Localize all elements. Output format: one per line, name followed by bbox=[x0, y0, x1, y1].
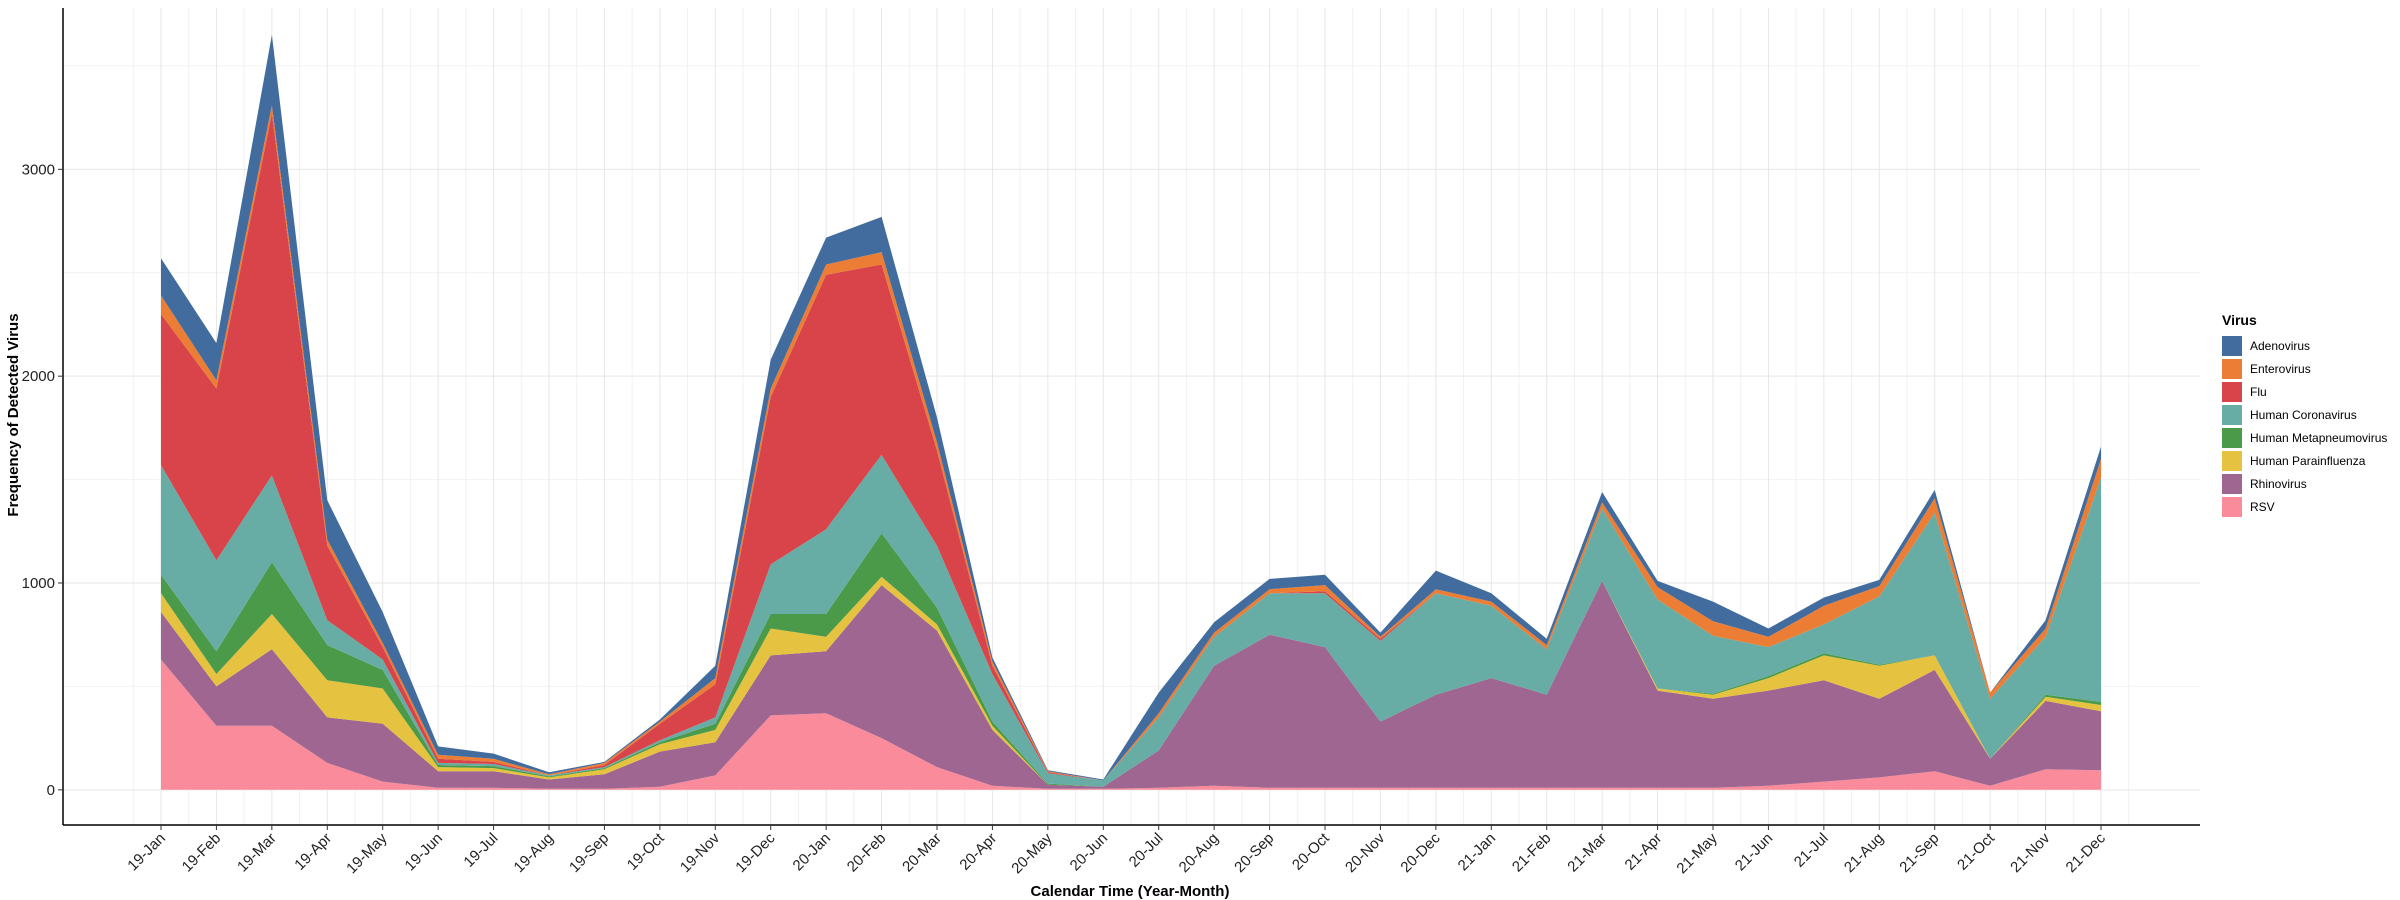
legend-swatch-enterovirus bbox=[2222, 359, 2242, 379]
x-tick-label: 19-Apr bbox=[291, 830, 335, 874]
x-tick-label: 19-Jan bbox=[124, 830, 168, 874]
x-tick-label: 21-Feb bbox=[1509, 830, 1555, 876]
area-human-coronavirus bbox=[161, 454, 2101, 787]
legend-label-human-metapneumovirus: Human Metapneumovirus bbox=[2250, 431, 2387, 445]
x-tick-label: 20-Aug bbox=[1176, 830, 1222, 876]
area-series bbox=[161, 34, 2101, 790]
x-tick-label: 21-Mar bbox=[1564, 830, 1610, 876]
y-tick-label: 2000 bbox=[22, 368, 55, 385]
x-tick-label: 21-May bbox=[1673, 829, 1721, 877]
x-tick-label: 20-Sep bbox=[1231, 830, 1277, 876]
x-tick-label: 20-Oct bbox=[1289, 829, 1333, 873]
x-tick-label: 20-Jan bbox=[790, 830, 834, 874]
area-rsv bbox=[161, 659, 2101, 790]
x-tick-label: 19-Sep bbox=[566, 830, 612, 876]
x-tick-label: 21-Aug bbox=[1841, 830, 1887, 876]
x-tick-label: 19-May bbox=[343, 829, 391, 877]
y-tick-label: 0 bbox=[47, 782, 55, 799]
x-tick-label: 21-Oct bbox=[1954, 829, 1998, 873]
legend-swatch-human-parainfluenza bbox=[2222, 451, 2242, 471]
legend-label-adenovirus: Adenovirus bbox=[2250, 339, 2310, 353]
legend-swatch-rsv bbox=[2222, 497, 2242, 517]
x-tick-label: 21-Sep bbox=[1896, 830, 1942, 876]
area-rhinovirus bbox=[161, 580, 2101, 789]
y-axis-ticks: 0 1000 2000 3000 bbox=[22, 161, 63, 799]
axes bbox=[62, 8, 2200, 826]
legend-label-human-coronavirus: Human Coronavirus bbox=[2250, 408, 2357, 422]
x-axis-ticks: 19-Jan 19-Feb 19-Mar 19-Apr 19-May 19-Jun 19-J… bbox=[124, 825, 2109, 877]
x-tick-label: 20-Nov bbox=[1342, 829, 1389, 876]
x-tick-label: 19-Jun bbox=[402, 830, 446, 874]
legend-title: Virus bbox=[2222, 312, 2257, 328]
x-tick-label: 20-Dec bbox=[1397, 829, 1444, 876]
x-tick-label: 19-Aug bbox=[511, 830, 557, 876]
x-tick-label: 21-Apr bbox=[1622, 830, 1666, 874]
x-tick-label: 21-Dec bbox=[2063, 829, 2110, 876]
x-tick-label: 19-Oct bbox=[624, 829, 668, 873]
x-tick-label: 21-Jun bbox=[1732, 830, 1776, 874]
x-tick-label: 19-Jul bbox=[460, 830, 501, 871]
x-tick-label: 21-Jul bbox=[1791, 830, 1832, 871]
legend-swatch-flu bbox=[2222, 382, 2242, 402]
x-tick-label: 20-Jun bbox=[1067, 830, 1111, 874]
legend-swatch-human-coronavirus bbox=[2222, 405, 2242, 425]
legend-swatch-adenovirus bbox=[2222, 336, 2242, 356]
x-tick-label: 20-May bbox=[1008, 829, 1056, 877]
x-tick-label: 19-Nov bbox=[677, 829, 724, 876]
legend-label-rhinovirus: Rhinovirus bbox=[2250, 477, 2307, 491]
x-tick-label: 19-Mar bbox=[234, 830, 280, 876]
legend-label-rsv: RSV bbox=[2250, 500, 2275, 514]
x-tick-label: 20-Jul bbox=[1126, 830, 1167, 871]
x-tick-label: 21-Jan bbox=[1455, 830, 1499, 874]
y-axis-title: Frequency of Detected Virus bbox=[5, 313, 22, 516]
y-tick-label: 1000 bbox=[22, 575, 55, 592]
x-axis-title: Calendar Time (Year-Month) bbox=[1031, 883, 1230, 900]
x-tick-label: 19-Dec bbox=[732, 829, 779, 876]
x-tick-label: 21-Nov bbox=[2007, 829, 2054, 876]
y-tick-label: 3000 bbox=[22, 161, 55, 178]
legend-swatch-human-metapneumovirus bbox=[2222, 428, 2242, 448]
legend-label-human-parainfluenza: Human Parainfluenza bbox=[2250, 454, 2366, 468]
legend-label-flu: Flu bbox=[2250, 385, 2267, 399]
x-tick-label: 20-Feb bbox=[844, 830, 890, 876]
x-tick-label: 20-Apr bbox=[956, 830, 1000, 874]
legend: Virus Adenovirus Enterovirus Flu Human Coro… bbox=[2222, 312, 2387, 517]
x-tick-label: 20-Mar bbox=[899, 830, 945, 876]
x-tick-label: 19-Feb bbox=[179, 830, 225, 876]
legend-swatch-rhinovirus bbox=[2222, 474, 2242, 494]
legend-label-enterovirus: Enterovirus bbox=[2250, 362, 2311, 376]
